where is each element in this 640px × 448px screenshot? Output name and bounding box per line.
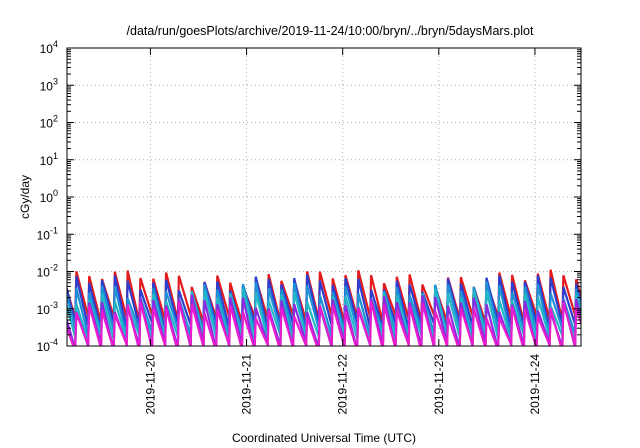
y-tick-label: 10-3 [37,300,58,317]
x-tick-label: 2019-11-20 [143,354,157,415]
y-tick-label: 100 [40,188,58,205]
y-tick-label: 10-2 [37,263,58,280]
y-tick-label: 103 [40,76,58,93]
x-tick-label: 2019-11-23 [432,354,446,415]
y-tick-label: 102 [40,114,58,131]
y-tick-label: 10-4 [37,337,58,354]
y-tick-label: 104 [40,39,58,56]
series-layer [67,269,581,346]
y-tick-label: 101 [40,151,58,168]
x-axis-label: Coordinated Universal Time (UTC) [232,431,416,445]
y-tick-label: 10-1 [37,225,58,242]
y-axis-label: cGy/day [18,175,32,219]
x-tick-label: 2019-11-22 [336,354,350,415]
x-axis: 2019-11-20 2019-11-21 2019-11-22 2019-11-23… [143,48,542,415]
x-tick-label: 2019-11-24 [528,354,542,415]
grid-lines [67,48,581,346]
chart-title: /data/run/goesPlots/archive/2019-11-24/1… [127,24,534,38]
y-axis: 10-4 10-3 10-2 10-1 100 101 102 103 104 [37,39,581,354]
x-tick-label: 2019-11-21 [240,354,254,415]
